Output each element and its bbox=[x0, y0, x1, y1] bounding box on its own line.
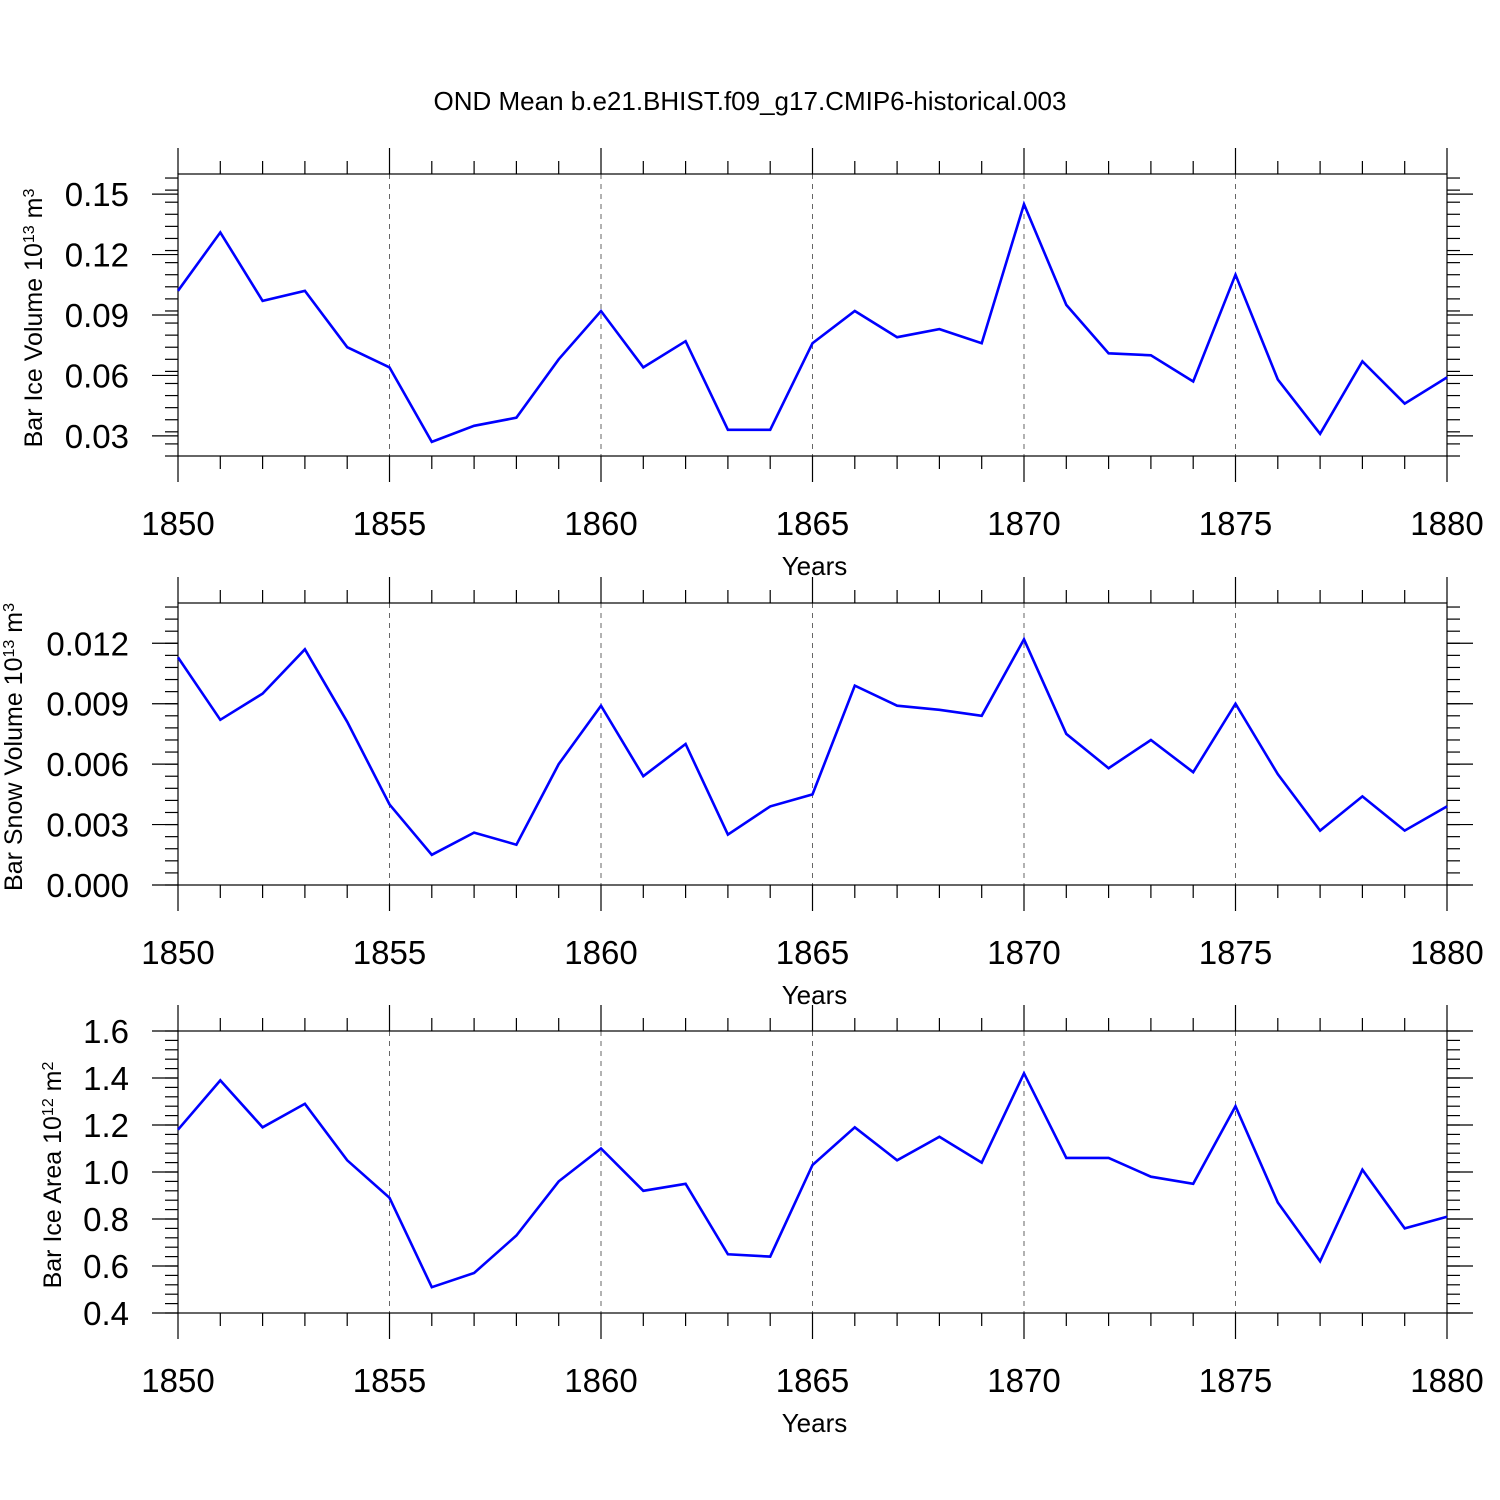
y-axis-label-text: Bar Ice Area 10 bbox=[39, 1116, 67, 1288]
y-axis-label-text: m bbox=[20, 198, 48, 226]
x-tick-label: 1865 bbox=[776, 1362, 849, 1399]
x-tick-label: 1875 bbox=[1199, 934, 1272, 971]
x-tick-label: 1870 bbox=[987, 1362, 1060, 1399]
panel-ice-area: 1850 1855 1860 1865 1870 1875 1880 Years 0.4 0.6 0… bbox=[39, 1005, 1484, 1438]
y-tick-label: 0.000 bbox=[46, 867, 129, 904]
y-tick-label: 0.003 bbox=[46, 807, 129, 844]
figure-title: OND Mean b.e21.BHIST.f09_g17.CMIP6-histo… bbox=[434, 86, 1067, 116]
y-tick-label: 1.2 bbox=[83, 1107, 129, 1144]
x-tick-label: 1860 bbox=[564, 934, 637, 971]
x-axis-label: Years bbox=[782, 980, 848, 1010]
x-tick-label: 1880 bbox=[1410, 934, 1483, 971]
y-axis-label-superscript: 13 bbox=[1, 640, 18, 658]
series-line bbox=[176, 636, 1448, 857]
y-axis-label: Bar Snow Volume 1013 m3 bbox=[0, 603, 28, 891]
x-tick-label: 1860 bbox=[564, 1362, 637, 1399]
y-axis-label: Bar Ice Area 1012 m2 bbox=[39, 1062, 67, 1289]
x-tick-label: 1865 bbox=[776, 505, 849, 542]
y-tick-label: 0.6 bbox=[83, 1248, 129, 1285]
x-tick-label: 1855 bbox=[353, 505, 426, 542]
x-tick-label: 1870 bbox=[987, 505, 1060, 542]
y-axis-label-superscript: 12 bbox=[40, 1098, 57, 1116]
panel-ice-volume: 1850 1855 1860 1865 1870 1875 1880 Years 0.03 0.0… bbox=[20, 148, 1484, 581]
y-axis-label: Bar Ice Volume 1013 m3 bbox=[20, 189, 48, 448]
x-tick-label: 1850 bbox=[141, 934, 214, 971]
y-axis-label-superscript: 3 bbox=[1, 603, 18, 612]
y-tick-label: 0.4 bbox=[83, 1295, 129, 1332]
y-tick-label: 0.8 bbox=[83, 1201, 129, 1238]
x-tick-label: 1865 bbox=[776, 934, 849, 971]
y-tick-label: 0.15 bbox=[65, 176, 129, 213]
x-tick-label: 1875 bbox=[1199, 505, 1272, 542]
y-axis-label-text: m bbox=[0, 612, 28, 640]
y-tick-label: 1.0 bbox=[83, 1154, 129, 1191]
x-tick-label: 1855 bbox=[353, 1362, 426, 1399]
y-tick-label: 0.06 bbox=[65, 357, 129, 394]
y-tick-label: 0.12 bbox=[65, 237, 129, 274]
y-tick-label: 1.6 bbox=[83, 1013, 129, 1050]
x-tick-label: 1875 bbox=[1199, 1362, 1272, 1399]
y-axis-label-superscript: 13 bbox=[21, 225, 38, 243]
y-tick-label: 0.009 bbox=[46, 686, 129, 723]
y-tick-label: 0.09 bbox=[65, 297, 129, 334]
x-tick-label: 1870 bbox=[987, 934, 1060, 971]
y-axis-label-text: m bbox=[39, 1071, 67, 1099]
y-tick-label: 0.03 bbox=[65, 418, 129, 455]
x-tick-label: 1880 bbox=[1410, 1362, 1483, 1399]
x-axis-label: Years bbox=[782, 1408, 848, 1438]
y-tick-label: 0.006 bbox=[46, 746, 129, 783]
x-tick-label: 1880 bbox=[1410, 505, 1483, 542]
x-axis-label: Years bbox=[782, 551, 848, 581]
y-axis-label-superscript: 3 bbox=[21, 189, 38, 198]
x-tick-label: 1850 bbox=[141, 505, 214, 542]
y-axis-label-superscript: 2 bbox=[40, 1062, 57, 1071]
y-axis-label-text: Bar Snow Volume 10 bbox=[0, 658, 28, 891]
y-tick-label: 0.012 bbox=[46, 625, 129, 662]
x-tick-label: 1850 bbox=[141, 1362, 214, 1399]
y-axis-label-text: Bar Ice Volume 10 bbox=[20, 243, 48, 447]
x-tick-label: 1860 bbox=[564, 505, 637, 542]
panel-snow-volume: 1850 1855 1860 1865 1870 1875 1880 Years 0.000 0.… bbox=[0, 577, 1484, 1010]
y-tick-label: 1.4 bbox=[83, 1060, 129, 1097]
x-tick-label: 1855 bbox=[353, 934, 426, 971]
